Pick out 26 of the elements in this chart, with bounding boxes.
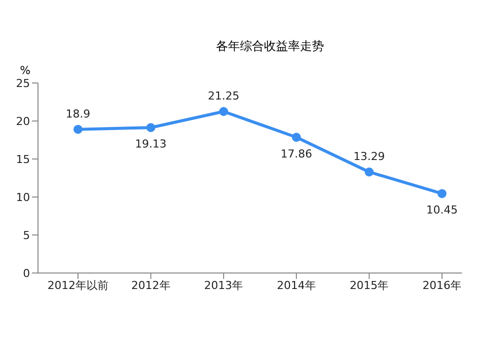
y-tick-label: 15 bbox=[16, 152, 30, 166]
x-tick-label: 2014年 bbox=[276, 278, 316, 292]
y-tick-label: 0 bbox=[23, 266, 30, 280]
y-tick-label: 10 bbox=[16, 190, 30, 204]
point bbox=[364, 167, 374, 176]
x-tick-label: 2012年 bbox=[131, 278, 170, 292]
y-tick-label: 5 bbox=[23, 228, 30, 242]
x-tick-label: 2016年 bbox=[422, 278, 462, 292]
y-tick-label: 20 bbox=[16, 114, 30, 128]
y-tick-label: 25 bbox=[16, 76, 30, 90]
chart-title: 各年综合收益率走势 bbox=[215, 38, 325, 55]
point bbox=[146, 123, 156, 132]
point bbox=[74, 124, 82, 134]
data-label: 17.86 bbox=[280, 147, 312, 160]
data-label: 13.29 bbox=[353, 150, 385, 163]
x-tick-label: 2012年以前 bbox=[48, 278, 108, 292]
data-label: 21.25 bbox=[208, 90, 240, 102]
data-label: 10.45 bbox=[426, 204, 458, 217]
x-tick-label: 2015年 bbox=[350, 278, 389, 292]
data-label: 18.9 bbox=[66, 107, 90, 120]
y-axis-title: % bbox=[20, 64, 30, 77]
data-label: 19.13 bbox=[135, 138, 167, 151]
point bbox=[438, 189, 446, 198]
x-tick-label: 2013年 bbox=[204, 278, 244, 292]
point bbox=[292, 132, 301, 142]
point bbox=[219, 107, 228, 116]
